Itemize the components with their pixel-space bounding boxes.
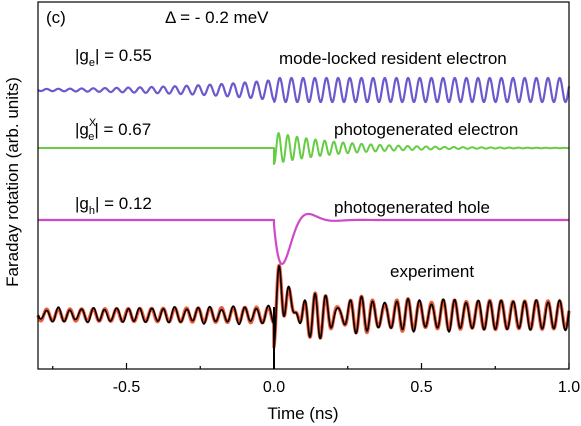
ge-annotation: |ge| = 0.55 bbox=[75, 46, 152, 69]
gex-prefix: |g bbox=[75, 120, 89, 139]
detuning-label: Δ = - 0.2 meV bbox=[165, 8, 269, 27]
plot-frame bbox=[37, 1, 570, 370]
x-ticks-group: -0.5 0.0 0.5 1.0 bbox=[52, 363, 580, 396]
x-tick-label: 1.0 bbox=[558, 379, 580, 396]
gex-value: | = 0.67 bbox=[94, 120, 151, 139]
panel-label: (c) bbox=[46, 8, 66, 27]
photogenerated-hole-trace bbox=[38, 212, 570, 265]
resident-electron-trace bbox=[37, 76, 571, 104]
y-axis-title: Faraday rotation (arb. units) bbox=[3, 77, 22, 287]
gh-subscript: h bbox=[89, 205, 95, 217]
ge-subscript: e bbox=[89, 57, 95, 69]
gh-prefix: |g bbox=[75, 194, 89, 213]
label-photogenerated-hole: photogenerated hole bbox=[334, 198, 490, 217]
x-axis-title: Time (ns) bbox=[267, 404, 338, 423]
label-experiment: experiment bbox=[390, 262, 474, 281]
x-tick-label: 0.5 bbox=[410, 379, 432, 396]
gh-annotation: |gh| = 0.12 bbox=[75, 194, 152, 217]
experiment-data-trace bbox=[37, 265, 570, 349]
traces-group bbox=[36, 76, 571, 369]
gh-value: | = 0.12 bbox=[95, 194, 152, 213]
gex-annotation: |gX e| = 0.67 bbox=[75, 117, 151, 143]
label-photogenerated-electron: photogenerated electron bbox=[334, 120, 518, 139]
photogenerated-electron-trace bbox=[38, 132, 570, 165]
ge-prefix: |g bbox=[75, 46, 89, 65]
ge-value: | = 0.55 bbox=[95, 46, 152, 65]
gex-superscript: X bbox=[89, 117, 97, 129]
label-resident-electron: mode-locked resident electron bbox=[279, 49, 507, 68]
x-tick-label: -0.5 bbox=[113, 379, 141, 396]
x-tick-label: 0.0 bbox=[263, 379, 285, 396]
gex-subscript: e bbox=[88, 131, 94, 143]
